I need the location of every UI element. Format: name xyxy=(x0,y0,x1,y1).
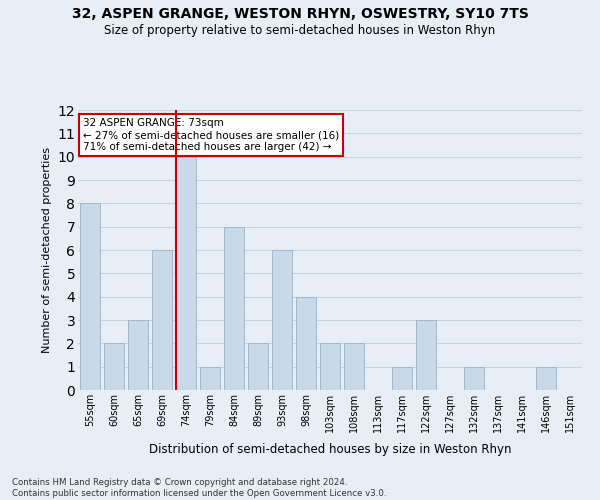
Bar xyxy=(344,344,364,390)
Bar xyxy=(152,250,172,390)
Bar xyxy=(320,344,340,390)
Bar xyxy=(536,366,556,390)
Bar xyxy=(392,366,412,390)
Bar xyxy=(200,366,220,390)
Bar xyxy=(416,320,436,390)
Bar xyxy=(272,250,292,390)
Bar xyxy=(464,366,484,390)
Text: Distribution of semi-detached houses by size in Weston Rhyn: Distribution of semi-detached houses by … xyxy=(149,442,511,456)
Bar xyxy=(296,296,316,390)
Bar xyxy=(104,344,124,390)
Bar xyxy=(176,156,196,390)
Text: 32, ASPEN GRANGE, WESTON RHYN, OSWESTRY, SY10 7TS: 32, ASPEN GRANGE, WESTON RHYN, OSWESTRY,… xyxy=(71,8,529,22)
Bar xyxy=(128,320,148,390)
Bar xyxy=(248,344,268,390)
Bar xyxy=(224,226,244,390)
Text: Size of property relative to semi-detached houses in Weston Rhyn: Size of property relative to semi-detach… xyxy=(104,24,496,37)
Y-axis label: Number of semi-detached properties: Number of semi-detached properties xyxy=(42,147,52,353)
Text: Contains HM Land Registry data © Crown copyright and database right 2024.
Contai: Contains HM Land Registry data © Crown c… xyxy=(12,478,386,498)
Text: 32 ASPEN GRANGE: 73sqm
← 27% of semi-detached houses are smaller (16)
71% of sem: 32 ASPEN GRANGE: 73sqm ← 27% of semi-det… xyxy=(83,118,339,152)
Bar xyxy=(80,204,100,390)
